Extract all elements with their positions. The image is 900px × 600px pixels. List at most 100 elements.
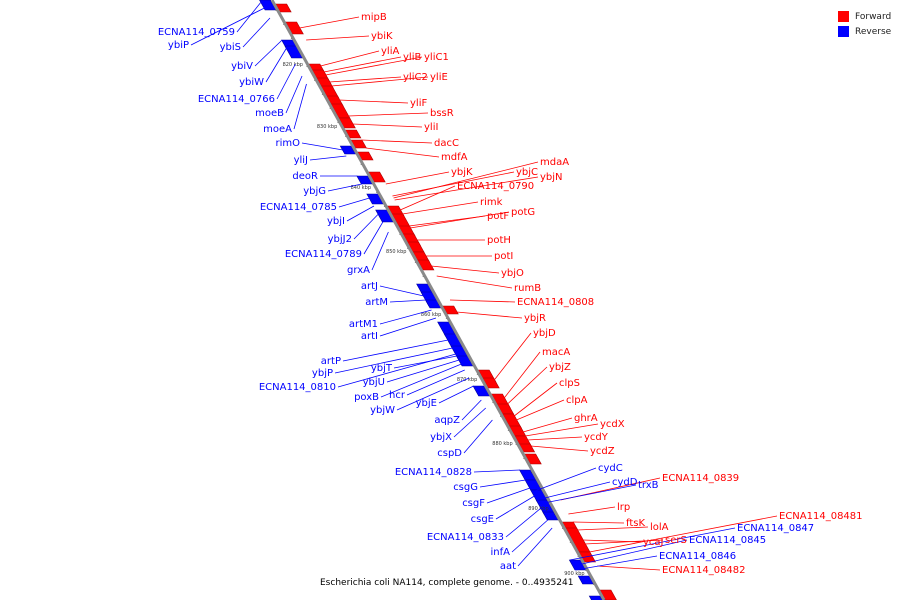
gene-label-ecna114_0845[interactable]: ECNA114_0845 bbox=[689, 535, 766, 546]
gene-label-cspd[interactable]: cspD bbox=[437, 448, 462, 459]
gene-label-ecna114_0839[interactable]: ECNA114_0839 bbox=[662, 473, 739, 484]
gene-label-ybje[interactable]: ybjE bbox=[416, 398, 437, 409]
gene-label-ylij[interactable]: yliJ bbox=[294, 155, 308, 166]
gene-label-rimk[interactable]: rimk bbox=[480, 197, 503, 208]
gene-label-artm1[interactable]: artM1 bbox=[349, 319, 378, 330]
gene-label-ftsk[interactable]: ftsK bbox=[626, 518, 645, 529]
leader-line bbox=[242, 17, 271, 48]
gene-label-ybjd[interactable]: ybjD bbox=[533, 328, 556, 339]
gene-label-cydc[interactable]: cydC bbox=[598, 463, 623, 474]
gene-label-aqpz[interactable]: aqpZ bbox=[434, 415, 460, 426]
gene-label-ecna114_0790[interactable]: ECNA114_0790 bbox=[457, 181, 534, 192]
gene-label-ybjw[interactable]: ybjW bbox=[370, 405, 395, 416]
gene-label-ylii[interactable]: yliI bbox=[424, 122, 438, 133]
leader-line bbox=[406, 369, 465, 396]
gene-label-bssr[interactable]: bssR bbox=[430, 108, 454, 119]
gene-label-ecna114_0833[interactable]: ECNA114_0833 bbox=[427, 532, 504, 543]
gene-label-grxa[interactable]: grxA bbox=[347, 265, 370, 276]
tick-label: 830 kbp bbox=[317, 124, 337, 130]
leader-line bbox=[402, 201, 479, 215]
gene-label-clpa[interactable]: clpA bbox=[566, 395, 588, 406]
gene-label-ycaj[interactable]: ycaJ bbox=[643, 537, 664, 548]
gene-label-ybjr[interactable]: ybjR bbox=[524, 313, 546, 324]
gene-label-artp[interactable]: artP bbox=[321, 356, 341, 367]
gene-label-ybjo[interactable]: ybjO bbox=[501, 268, 524, 279]
gene-label-mdaa[interactable]: mdaA bbox=[540, 157, 569, 168]
gene-label-poth[interactable]: potH bbox=[487, 235, 511, 246]
gene-label-moeb[interactable]: moeB bbox=[255, 108, 284, 119]
gene-label-poti[interactable]: potI bbox=[494, 251, 513, 262]
gene-label-ybiv[interactable]: ybiV bbox=[231, 61, 253, 72]
gene-label-rimo[interactable]: rimO bbox=[275, 138, 300, 149]
gene-label-mdfa[interactable]: mdfA bbox=[441, 152, 468, 163]
gene-label-ecna114_0828[interactable]: ECNA114_0828 bbox=[395, 467, 472, 478]
gene-label-ecna114_0759[interactable]: ECNA114_0759 bbox=[158, 27, 235, 38]
gene-label-ybjp[interactable]: ybjP bbox=[312, 368, 333, 379]
gene-label-aat[interactable]: aat bbox=[500, 561, 516, 572]
gene-label-trxb[interactable]: trxB bbox=[638, 480, 659, 491]
leader-line bbox=[507, 366, 548, 405]
leader-line bbox=[389, 299, 427, 303]
gene-label-rumb[interactable]: rumB bbox=[514, 283, 541, 294]
gene-label-ybji[interactable]: ybjI bbox=[327, 216, 345, 227]
gene-label-mipb[interactable]: mipB bbox=[361, 12, 387, 23]
gene-label-csgg[interactable]: csgG bbox=[453, 482, 478, 493]
gene-label-ybjk[interactable]: ybjK bbox=[451, 167, 473, 178]
gene-label-ybjz[interactable]: ybjZ bbox=[549, 362, 571, 373]
gene-label-moea[interactable]: moeA bbox=[263, 124, 292, 135]
leader-line bbox=[525, 423, 599, 437]
gene-label-ybjn[interactable]: ybjN bbox=[540, 172, 563, 183]
gene-label-csge[interactable]: csgE bbox=[471, 514, 494, 525]
gene-label-arti[interactable]: artI bbox=[361, 331, 378, 342]
gene-label-ycdx[interactable]: ycdX bbox=[600, 419, 625, 430]
gene-label-ecna114_0789[interactable]: ECNA114_0789 bbox=[285, 249, 362, 260]
gene-label-ecna114_0766[interactable]: ECNA114_0766 bbox=[198, 94, 275, 105]
gene-label-ecna114_0810[interactable]: ECNA114_0810 bbox=[259, 382, 336, 393]
leader-line bbox=[338, 197, 370, 208]
gene-label-ecna114_0808[interactable]: ECNA114_0808 bbox=[517, 297, 594, 308]
gene-label-ylia[interactable]: yliA bbox=[381, 46, 399, 57]
gene-label-ecna114_08482[interactable]: ECNA114_08482 bbox=[662, 565, 746, 576]
gene-label-ycdz[interactable]: ycdZ bbox=[590, 446, 615, 457]
gene-label-ybjj2[interactable]: ybjJ2 bbox=[328, 234, 352, 245]
gene-label-ybis[interactable]: ybiS bbox=[220, 42, 241, 53]
gene-label-ylib[interactable]: yliB bbox=[403, 52, 421, 63]
gene-label-ylic1[interactable]: yliC1 bbox=[424, 52, 449, 63]
gene-label-lola[interactable]: lolA bbox=[650, 522, 669, 533]
gene-label-clps[interactable]: clpS bbox=[559, 378, 580, 389]
gene-label-ybik[interactable]: ybiK bbox=[371, 31, 393, 42]
gene-label-ylic2[interactable]: yliC2 bbox=[403, 72, 428, 83]
leader-line bbox=[371, 231, 389, 271]
gene-label-ybjc[interactable]: ybjC bbox=[516, 167, 538, 178]
gene-label-ecna114_0785[interactable]: ECNA114_0785 bbox=[260, 202, 337, 213]
gene-label-ghra[interactable]: ghrA bbox=[574, 413, 598, 424]
gene-label-ecna114_0846[interactable]: ECNA114_0846 bbox=[659, 551, 736, 562]
gene-label-poxb[interactable]: poxB bbox=[354, 392, 379, 403]
gene-label-artm[interactable]: artM bbox=[365, 297, 388, 308]
gene-label-hcr[interactable]: hcr bbox=[389, 390, 406, 401]
gene-label-sers[interactable]: serS bbox=[665, 535, 687, 546]
gene-label-ybjx[interactable]: ybjX bbox=[430, 432, 452, 443]
leader-line bbox=[365, 147, 440, 158]
leader-line bbox=[392, 171, 515, 197]
gene-label-ybip[interactable]: ybiP bbox=[168, 40, 189, 51]
gene-label-ylie[interactable]: yliE bbox=[430, 72, 448, 83]
gene-label-dacc[interactable]: dacC bbox=[434, 138, 459, 149]
gene-label-artj[interactable]: artJ bbox=[361, 281, 378, 292]
gene-label-deor[interactable]: deoR bbox=[292, 171, 318, 182]
gene-label-csgf[interactable]: csgF bbox=[462, 498, 485, 509]
gene-label-lrp[interactable]: lrp bbox=[617, 502, 630, 513]
gene-label-ybjt[interactable]: ybjT bbox=[371, 363, 393, 374]
gene-label-cydd[interactable]: cydD bbox=[612, 477, 638, 488]
gene-label-ycdy[interactable]: ycdY bbox=[584, 432, 609, 443]
gene-label-ybju[interactable]: ybjU bbox=[363, 377, 385, 388]
gene-label-ecna114_0847[interactable]: ECNA114_0847 bbox=[737, 523, 814, 534]
gene-label-ecna114_08481[interactable]: ECNA114_08481 bbox=[779, 511, 863, 522]
gene-label-maca[interactable]: macA bbox=[542, 347, 570, 358]
gene-label-potf[interactable]: potF bbox=[487, 211, 509, 222]
gene-label-ybjg[interactable]: ybjG bbox=[303, 186, 326, 197]
gene-label-ybiw[interactable]: ybiW bbox=[239, 77, 264, 88]
gene-label-infa[interactable]: infA bbox=[491, 547, 511, 558]
gene-label-potg[interactable]: potG bbox=[511, 207, 535, 218]
gene-label-ylif[interactable]: yliF bbox=[410, 98, 427, 109]
